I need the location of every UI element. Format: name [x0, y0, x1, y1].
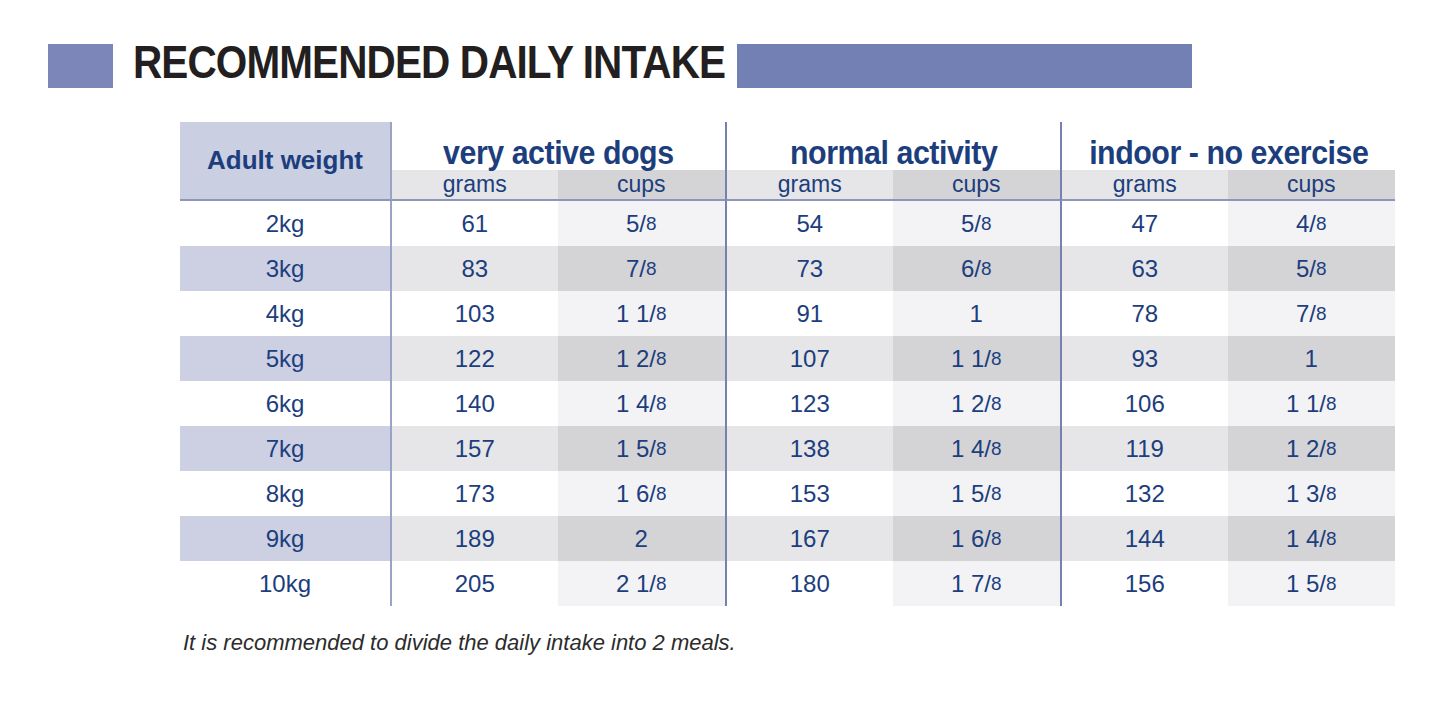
- cups-value-cell: 1 3/8: [1228, 471, 1396, 516]
- unit-header-cups: cups: [1228, 170, 1396, 201]
- cups-value-cell: 1 6/8: [893, 516, 1061, 561]
- cups-value-cell: 1 7/8: [893, 561, 1061, 606]
- grams-value-cell: 93: [1060, 336, 1228, 381]
- grams-value-cell: 167: [725, 516, 893, 561]
- grams-value-cell: 156: [1060, 561, 1228, 606]
- cups-value-cell: 1 1/8: [1228, 381, 1396, 426]
- cups-value-cell: 5/8: [558, 201, 726, 246]
- weight-cell: 10kg: [180, 561, 390, 606]
- group-header-label: very active dogs: [443, 136, 674, 169]
- cups-value-cell: 1 4/8: [893, 426, 1061, 471]
- grams-value-cell: 61: [390, 201, 558, 246]
- title-accent-bar: [737, 44, 1192, 88]
- grams-value-cell: 122: [390, 336, 558, 381]
- grams-value-cell: 78: [1060, 291, 1228, 336]
- cups-value-cell: 4/8: [1228, 201, 1396, 246]
- group-header-label: normal activity: [790, 136, 997, 169]
- cups-value-cell: 7/8: [1228, 291, 1396, 336]
- group-header-label: indoor - no exercise: [1089, 136, 1368, 169]
- weight-cell: 4kg: [180, 291, 390, 336]
- title-accent-square: [48, 44, 113, 88]
- grams-value-cell: 103: [390, 291, 558, 336]
- grams-value-cell: 73: [725, 246, 893, 291]
- grams-value-cell: 140: [390, 381, 558, 426]
- cups-value-cell: 1: [893, 291, 1061, 336]
- weight-cell: 7kg: [180, 426, 390, 471]
- page: RECOMMENDED DAILY INTAKE Adult weight ve…: [0, 0, 1440, 718]
- note-text: It is recommended to divide the daily in…: [183, 630, 736, 656]
- group-header-very-active-dogs: very active dogs: [390, 122, 725, 170]
- cups-value-cell: 1 5/8: [893, 471, 1061, 516]
- unit-header-grams: grams: [1060, 170, 1228, 201]
- group-header-indoor-no-exercise: indoor - no exercise: [1060, 122, 1395, 170]
- cups-value-cell: 1 2/8: [558, 336, 726, 381]
- cups-value-cell: 2 1/8: [558, 561, 726, 606]
- grams-value-cell: 123: [725, 381, 893, 426]
- intake-table: Adult weight very active dogs normal act…: [180, 122, 1395, 606]
- cups-value-cell: 1 4/8: [558, 381, 726, 426]
- grams-value-cell: 119: [1060, 426, 1228, 471]
- grams-value-cell: 132: [1060, 471, 1228, 516]
- adult-weight-header: Adult weight: [180, 122, 390, 201]
- grams-value-cell: 47: [1060, 201, 1228, 246]
- cups-value-cell: 1: [1228, 336, 1396, 381]
- cups-value-cell: 1 6/8: [558, 471, 726, 516]
- grams-value-cell: 173: [390, 471, 558, 516]
- weight-cell: 6kg: [180, 381, 390, 426]
- weight-cell: 3kg: [180, 246, 390, 291]
- grams-value-cell: 54: [725, 201, 893, 246]
- grams-value-cell: 138: [725, 426, 893, 471]
- cups-value-cell: 5/8: [893, 201, 1061, 246]
- weight-cell: 2kg: [180, 201, 390, 246]
- grams-value-cell: 205: [390, 561, 558, 606]
- cups-value-cell: 6/8: [893, 246, 1061, 291]
- grams-value-cell: 144: [1060, 516, 1228, 561]
- page-title: RECOMMENDED DAILY INTAKE: [133, 36, 725, 88]
- cups-value-cell: 1 5/8: [1228, 561, 1396, 606]
- unit-header-cups: cups: [558, 170, 726, 201]
- cups-value-cell: 1 5/8: [558, 426, 726, 471]
- cups-value-cell: 1 2/8: [893, 381, 1061, 426]
- grams-value-cell: 189: [390, 516, 558, 561]
- grams-value-cell: 153: [725, 471, 893, 516]
- unit-header-cups: cups: [893, 170, 1061, 201]
- cups-value-cell: 1 2/8: [1228, 426, 1396, 471]
- weight-cell: 5kg: [180, 336, 390, 381]
- grams-value-cell: 106: [1060, 381, 1228, 426]
- cups-value-cell: 1 1/8: [893, 336, 1061, 381]
- grams-value-cell: 91: [725, 291, 893, 336]
- weight-cell: 9kg: [180, 516, 390, 561]
- weight-cell: 8kg: [180, 471, 390, 516]
- grams-value-cell: 63: [1060, 246, 1228, 291]
- grams-value-cell: 83: [390, 246, 558, 291]
- unit-header-grams: grams: [390, 170, 558, 201]
- unit-header-grams: grams: [725, 170, 893, 201]
- cups-value-cell: 1 4/8: [1228, 516, 1396, 561]
- grams-value-cell: 107: [725, 336, 893, 381]
- cups-value-cell: 1 1/8: [558, 291, 726, 336]
- cups-value-cell: 7/8: [558, 246, 726, 291]
- group-header-normal-activity: normal activity: [725, 122, 1060, 170]
- grams-value-cell: 157: [390, 426, 558, 471]
- cups-value-cell: 2: [558, 516, 726, 561]
- cups-value-cell: 5/8: [1228, 246, 1396, 291]
- grams-value-cell: 180: [725, 561, 893, 606]
